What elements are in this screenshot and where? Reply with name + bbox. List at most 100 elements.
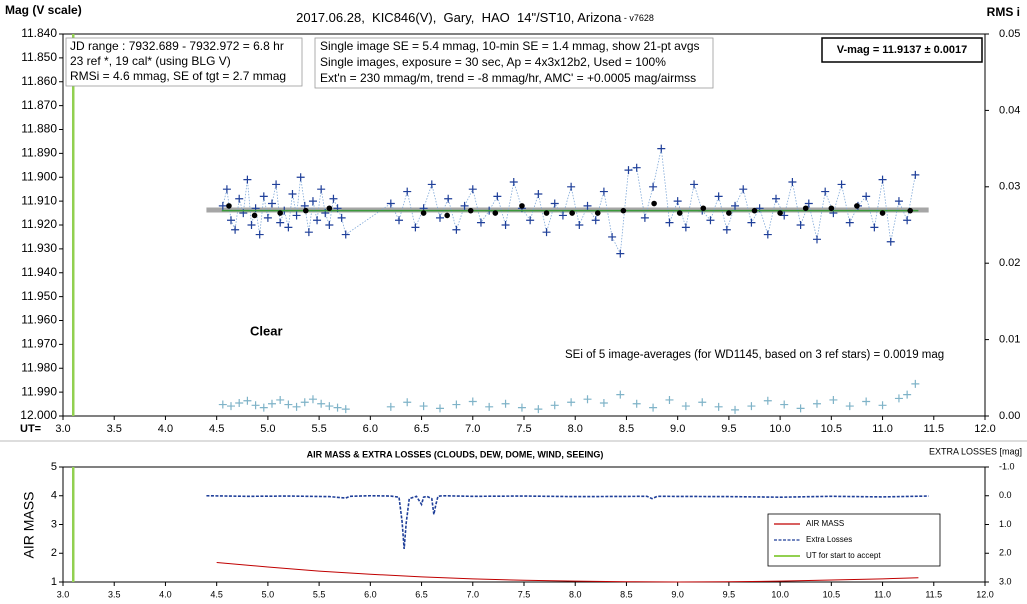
y-tick-label: 3 — [51, 518, 57, 530]
data-point — [616, 390, 625, 399]
y2-tick-label: 0.0 — [999, 490, 1012, 500]
data-point — [325, 221, 334, 229]
data-point — [616, 249, 625, 258]
legend-label: UT for start to accept — [806, 551, 881, 560]
data-point — [878, 401, 887, 410]
data-point — [558, 211, 567, 220]
x-tick-label: 11.0 — [874, 589, 891, 599]
data-point — [845, 218, 854, 227]
data-point — [591, 216, 600, 225]
data-point — [837, 180, 846, 189]
y-tick-label: 11.950 — [21, 289, 57, 303]
x-tick-label: 9.0 — [670, 423, 685, 435]
data-point — [608, 232, 617, 241]
data-point — [460, 201, 469, 210]
data-point — [296, 173, 305, 182]
data-point — [911, 379, 920, 388]
data-point — [821, 187, 830, 196]
x-tick-label: 3.0 — [55, 423, 70, 435]
data-point — [772, 194, 781, 203]
data-point — [731, 201, 740, 210]
data-point — [624, 166, 633, 175]
data-point — [419, 402, 428, 411]
x-tick-label: 10.5 — [823, 589, 841, 599]
x-tick-label: 4.5 — [209, 423, 224, 435]
data-point — [255, 230, 264, 239]
y-axis-label: AIR MASS — [21, 492, 37, 559]
data-point — [476, 218, 485, 227]
data-point — [526, 216, 535, 225]
connector-line — [222, 148, 916, 256]
data-point — [235, 399, 244, 408]
data-point — [329, 194, 338, 203]
data-point — [583, 395, 592, 404]
average-point — [651, 200, 657, 207]
vmag-box — [821, 37, 983, 63]
y2-tick-label: 0.01 — [999, 334, 1020, 346]
data-point — [509, 178, 518, 187]
x-tick-label: 6.5 — [415, 589, 428, 599]
data-point — [534, 405, 543, 414]
data-point — [714, 192, 723, 201]
data-point — [243, 175, 252, 184]
data-point — [386, 402, 395, 411]
title-version: - v7628 — [621, 13, 654, 23]
data-point — [894, 197, 903, 206]
info-text: JD range : 7932.689 - 7932.972 = 6.8 hr — [70, 39, 284, 53]
data-point — [649, 403, 658, 412]
info-text: 23 ref *, 19 cal* (using BLG V) — [70, 54, 231, 68]
x-tick-label: 11.0 — [872, 423, 893, 435]
x-tick-label: 6.0 — [364, 589, 377, 599]
x-axis-label: UT= — [20, 423, 41, 435]
data-point — [812, 399, 821, 408]
data-point — [673, 197, 682, 206]
data-point — [845, 402, 854, 411]
data-point — [747, 402, 756, 411]
data-point — [698, 398, 707, 407]
info-box — [65, 37, 303, 87]
x-tick-label: 8.5 — [619, 423, 634, 435]
x-tick-label: 3.0 — [57, 589, 70, 599]
data-point — [870, 223, 879, 232]
data-point — [657, 144, 666, 153]
data-point — [542, 228, 551, 237]
data-point — [235, 194, 244, 203]
data-point — [714, 402, 723, 411]
chart-title: AIR MASS & EXTRA LOSSES (CLOUDS, DEW, DO… — [307, 449, 604, 459]
x-tick-label: 9.5 — [721, 423, 736, 435]
y-tick-label: 5 — [51, 461, 57, 473]
y2-axis-label: RMS i — [987, 5, 1020, 19]
data-point — [493, 192, 502, 201]
x-tick-label: 10.5 — [821, 423, 842, 435]
average-point — [519, 203, 525, 209]
data-point — [227, 402, 236, 411]
data-point — [333, 403, 342, 412]
average-point — [569, 210, 575, 216]
x-tick-label: 8.0 — [568, 423, 583, 435]
clear-label: Clear — [250, 323, 283, 338]
data-point — [731, 405, 740, 414]
y-tick-label: 12.000 — [20, 408, 57, 422]
data-point — [567, 182, 576, 191]
data-point — [780, 400, 789, 409]
average-point — [251, 212, 258, 219]
data-point — [862, 192, 871, 201]
data-point — [632, 163, 641, 172]
data-point — [292, 402, 301, 411]
y-tick-label: 2 — [51, 547, 57, 559]
average-point — [492, 210, 499, 216]
data-point — [534, 189, 543, 198]
y2-tick-label: 0.03 — [999, 181, 1020, 193]
data-point — [567, 398, 576, 407]
y-tick-label: 11.870 — [21, 98, 57, 112]
data-point — [222, 185, 231, 194]
data-point — [272, 180, 281, 189]
x-tick-label: 11.5 — [923, 423, 944, 435]
y-tick-label: 11.910 — [21, 193, 57, 207]
data-point — [583, 201, 592, 210]
data-point — [632, 399, 641, 408]
data-point — [243, 396, 252, 405]
x-tick-label: 7.5 — [516, 423, 531, 435]
average-point — [226, 203, 232, 209]
